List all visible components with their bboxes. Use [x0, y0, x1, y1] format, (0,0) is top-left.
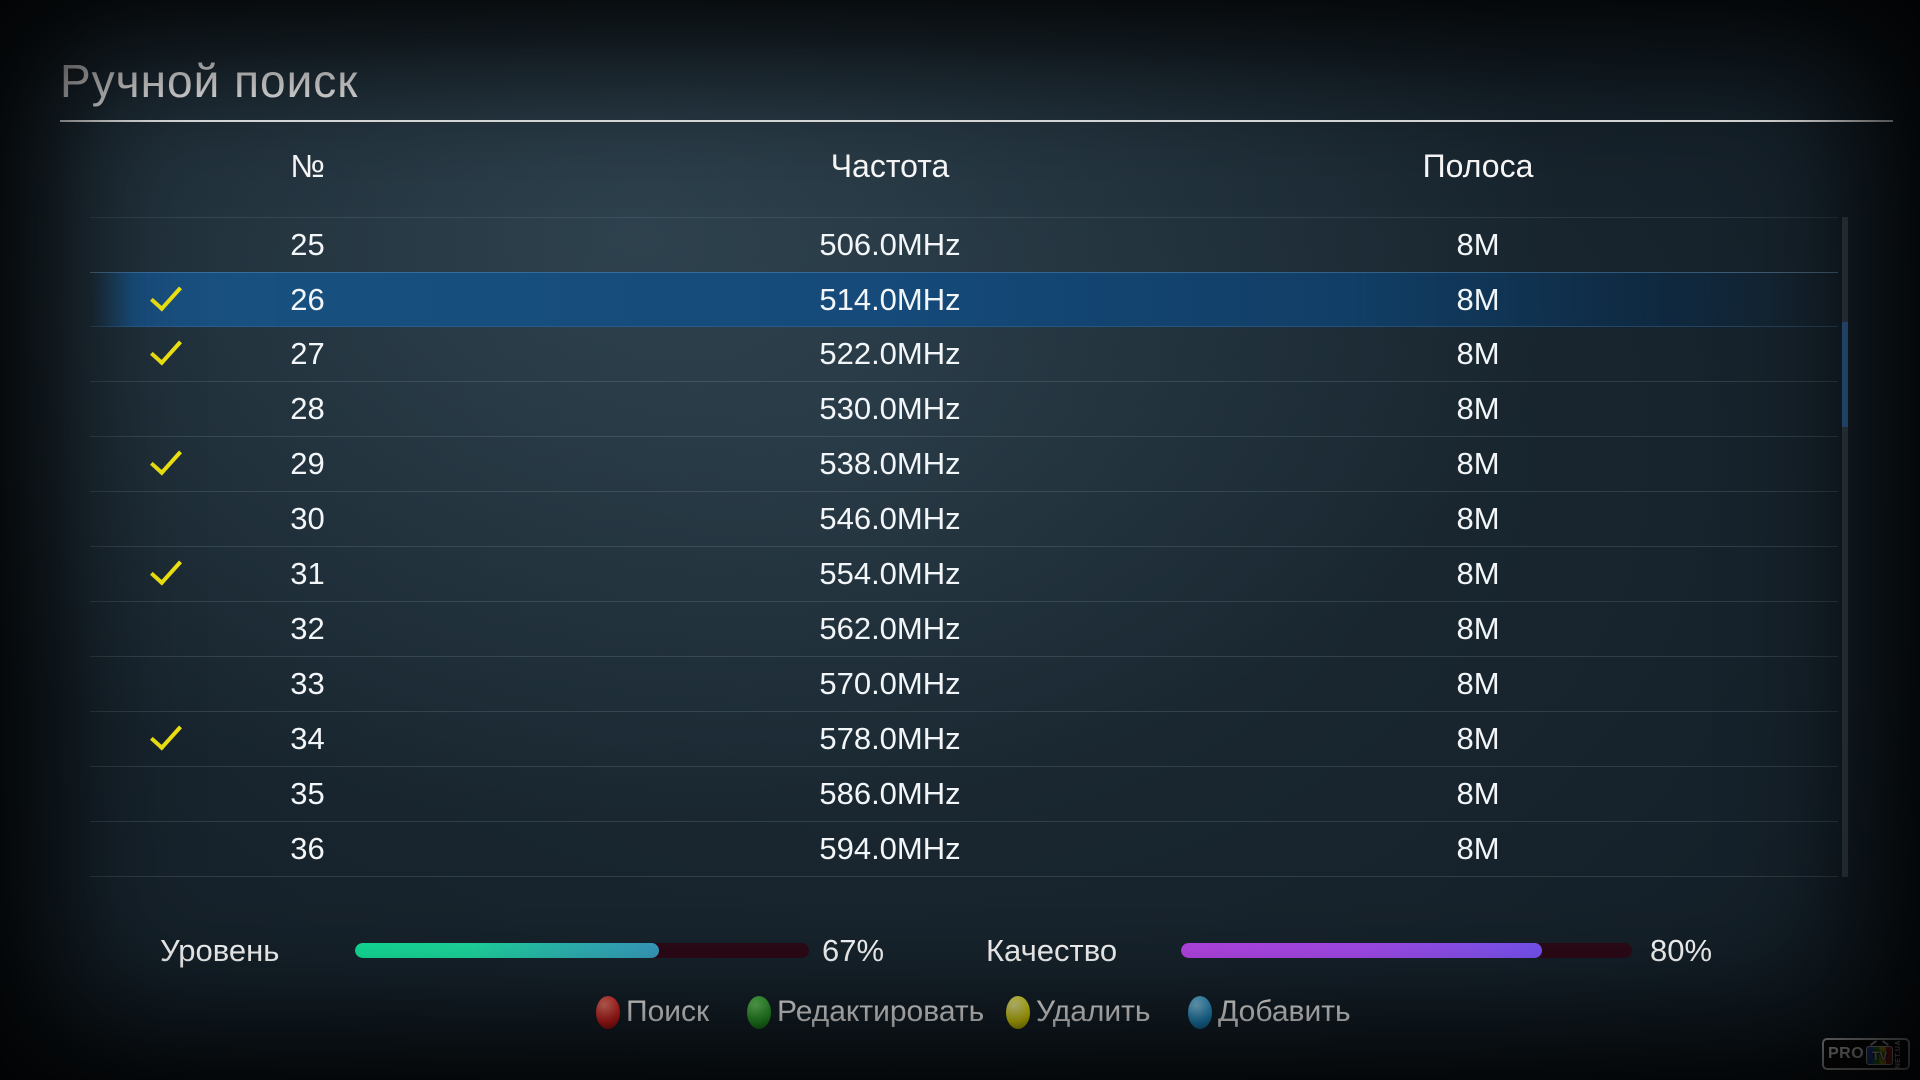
channel-band: 8M [1456, 501, 1500, 536]
channel-number: 31 [290, 556, 325, 591]
channel-band: 8M [1456, 556, 1500, 591]
channel-band: 8M [1456, 611, 1500, 646]
channel-frequency: 554.0MHz [819, 556, 961, 591]
level-bar [355, 943, 809, 958]
channel-frequency: 522.0MHz [819, 336, 961, 371]
check-icon [148, 392, 184, 418]
check-icon [148, 777, 184, 803]
channel-band: 8M [1456, 831, 1500, 866]
channel-number: 34 [290, 721, 325, 756]
quality-bar [1181, 943, 1632, 958]
channel-row[interactable]: 27 522.0MHz 8M [90, 327, 1838, 382]
channel-frequency: 530.0MHz [819, 391, 961, 426]
channel-number: 30 [290, 501, 325, 536]
channel-band: 8M [1456, 666, 1500, 701]
channel-row[interactable]: 36 594.0MHz 8M [90, 822, 1838, 877]
table-header: № Частота Полоса [0, 148, 1920, 198]
legend-search[interactable]: Поиск [596, 994, 709, 1030]
tv-icon: TV [1866, 1043, 1894, 1065]
legend-edit-label: Редактировать [777, 995, 985, 1028]
green-button-icon [747, 995, 771, 1029]
legend-delete-label: Удалить [1036, 995, 1151, 1028]
channel-row[interactable]: 35 586.0MHz 8M [90, 767, 1838, 822]
check-icon [148, 667, 184, 693]
blue-button-icon [1188, 995, 1212, 1029]
channel-row[interactable]: 28 530.0MHz 8M [90, 382, 1838, 437]
channel-frequency: 538.0MHz [819, 446, 961, 481]
channel-number: 32 [290, 611, 325, 646]
title-divider [60, 120, 1893, 122]
channel-band: 8M [1456, 721, 1500, 756]
channel-number: 27 [290, 336, 325, 371]
channel-band: 8M [1456, 227, 1500, 262]
quality-label: Качество [986, 933, 1118, 968]
level-label: Уровень [160, 933, 280, 968]
check-icon [148, 832, 184, 858]
yellow-button-icon [1006, 995, 1030, 1029]
check-icon [148, 228, 184, 254]
channel-frequency: 570.0MHz [819, 666, 961, 701]
scrollbar-thumb[interactable] [1842, 322, 1848, 427]
channel-frequency: 514.0MHz [819, 281, 961, 317]
channel-number: 29 [290, 446, 325, 481]
channel-row[interactable]: 32 562.0MHz 8M [90, 602, 1838, 657]
channel-frequency: 594.0MHz [819, 831, 961, 866]
check-icon [148, 447, 184, 473]
channel-row[interactable]: 25 506.0MHz 8M [90, 218, 1838, 273]
check-icon [148, 283, 184, 309]
channel-band: 8M [1456, 281, 1500, 317]
check-icon [148, 337, 184, 363]
channel-number: 28 [290, 391, 325, 426]
header-frequency: Частота [830, 148, 950, 184]
level-bar-fill [355, 943, 660, 958]
channel-frequency: 546.0MHz [819, 501, 961, 536]
channel-frequency: 578.0MHz [819, 721, 961, 756]
channel-band: 8M [1456, 776, 1500, 811]
legend-delete[interactable]: Удалить [1006, 994, 1151, 1030]
page-title: Ручной поиск [60, 55, 359, 107]
check-icon [148, 722, 184, 748]
scrollbar[interactable] [1842, 217, 1848, 877]
channel-frequency: 562.0MHz [819, 611, 961, 646]
logo-pro-text: PRO [1828, 1045, 1865, 1062]
channel-frequency: 586.0MHz [819, 776, 961, 811]
check-icon [148, 612, 184, 638]
header-number: № [290, 148, 325, 184]
channel-number: 35 [290, 776, 325, 811]
channel-row[interactable]: 34 578.0MHz 8M [90, 712, 1838, 767]
channel-row[interactable]: 29 538.0MHz 8M [90, 437, 1838, 492]
channel-number: 33 [290, 666, 325, 701]
legend-add[interactable]: Добавить [1188, 994, 1351, 1030]
quality-percent: 80% [1650, 933, 1713, 968]
check-icon [148, 557, 184, 583]
header-band: Полоса [1422, 148, 1534, 184]
channel-row[interactable]: 30 546.0MHz 8M [90, 492, 1838, 547]
logo-net-text: NET.UA [1895, 1039, 1903, 1069]
channel-number: 26 [290, 281, 325, 317]
channel-band: 8M [1456, 391, 1500, 426]
channel-row[interactable]: 31 554.0MHz 8M [90, 547, 1838, 602]
quality-bar-fill [1181, 943, 1542, 958]
channel-row[interactable]: 33 570.0MHz 8M [90, 657, 1838, 712]
channel-number: 25 [290, 227, 325, 262]
channel-band: 8M [1456, 446, 1500, 481]
channel-band: 8M [1456, 336, 1500, 371]
level-percent: 67% [822, 933, 885, 968]
red-button-icon [596, 995, 620, 1029]
check-icon [148, 502, 184, 528]
channel-row[interactable]: 26 514.0MHz 8M [90, 272, 1838, 327]
channel-number: 36 [290, 831, 325, 866]
channel-table-body: 25 506.0MHz 8M 26 514.0MHz 8M 27 522.0MH… [90, 217, 1838, 877]
legend-search-label: Поиск [626, 995, 710, 1028]
tv-screen: TV [1866, 1046, 1894, 1065]
legend-edit[interactable]: Редактировать [747, 994, 984, 1030]
protv-logo: PRO TV NET.UA [1822, 1038, 1910, 1070]
legend-add-label: Добавить [1218, 995, 1351, 1028]
channel-frequency: 506.0MHz [819, 227, 961, 262]
